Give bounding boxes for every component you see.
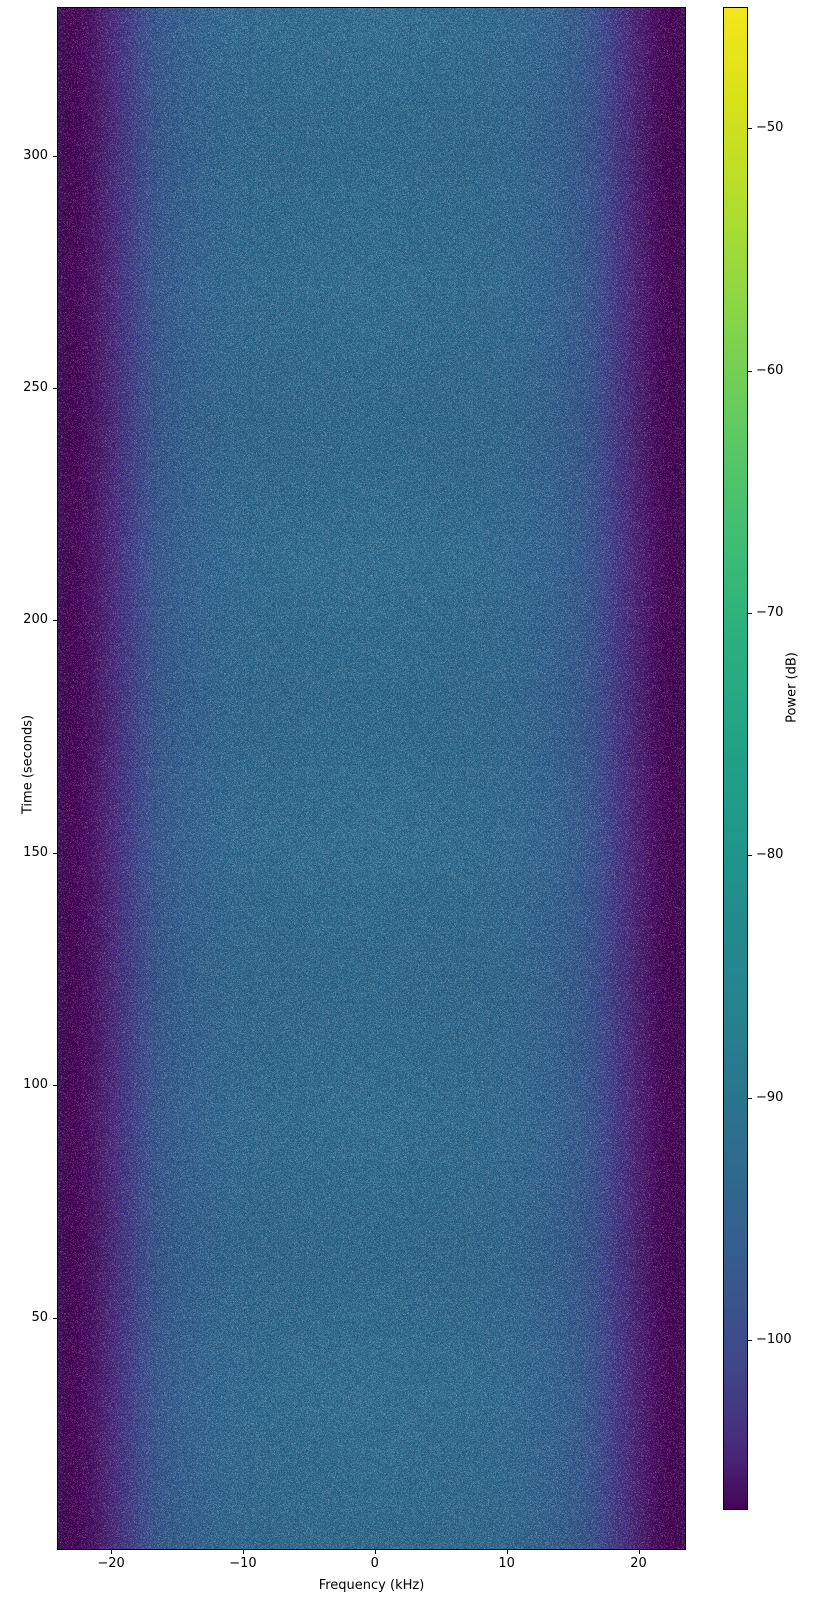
colorbar-label: Power (dB) bbox=[784, 652, 800, 723]
colorbar-tick-label: −60 bbox=[756, 362, 784, 378]
colorbar-tick-mark bbox=[748, 855, 752, 857]
colorbar-tick-label: −100 bbox=[756, 1332, 792, 1348]
x-tick-label: 20 bbox=[630, 1556, 647, 1571]
x-tick-mark bbox=[374, 1550, 376, 1554]
y-tick-mark bbox=[53, 388, 57, 390]
x-tick-mark bbox=[111, 1550, 113, 1554]
x-tick-mark bbox=[638, 1550, 640, 1554]
colorbar bbox=[723, 7, 748, 1510]
y-tick-label: 150 bbox=[23, 844, 48, 860]
y-tick-mark bbox=[53, 620, 57, 622]
colorbar-tick-mark bbox=[748, 1097, 752, 1099]
x-tick-label: 10 bbox=[498, 1556, 515, 1571]
colorbar-tick-label: −80 bbox=[756, 847, 784, 863]
x-tick-label: −10 bbox=[229, 1556, 257, 1571]
colorbar-tick-mark bbox=[748, 128, 752, 130]
colorbar-tick-mark bbox=[748, 1340, 752, 1342]
y-tick-label: 100 bbox=[23, 1077, 48, 1093]
y-tick-mark bbox=[53, 1085, 57, 1087]
colorbar-tick-label: −50 bbox=[756, 120, 784, 136]
y-tick-mark bbox=[53, 1317, 57, 1319]
y-tick-label: 200 bbox=[23, 612, 48, 628]
x-tick-mark bbox=[506, 1550, 508, 1554]
y-tick-label: 50 bbox=[31, 1309, 48, 1325]
spectrogram-noise-grain-fine bbox=[58, 8, 685, 1549]
y-tick-label: 250 bbox=[23, 380, 48, 396]
x-tick-mark bbox=[242, 1550, 244, 1554]
x-tick-label: −20 bbox=[97, 1556, 125, 1571]
y-tick-mark bbox=[53, 155, 57, 157]
colorbar-tick-mark bbox=[748, 370, 752, 372]
colorbar-tick-mark bbox=[748, 613, 752, 615]
y-tick-mark bbox=[53, 852, 57, 854]
y-axis-label: Time (seconds) bbox=[20, 714, 36, 815]
x-axis-label: Frequency (kHz) bbox=[318, 1578, 425, 1593]
y-tick-label: 300 bbox=[23, 147, 48, 163]
x-tick-label: 0 bbox=[370, 1556, 379, 1571]
colorbar-tick-label: −90 bbox=[756, 1089, 784, 1105]
spectrogram-axes bbox=[57, 7, 686, 1550]
colorbar-tick-label: −70 bbox=[756, 605, 784, 621]
